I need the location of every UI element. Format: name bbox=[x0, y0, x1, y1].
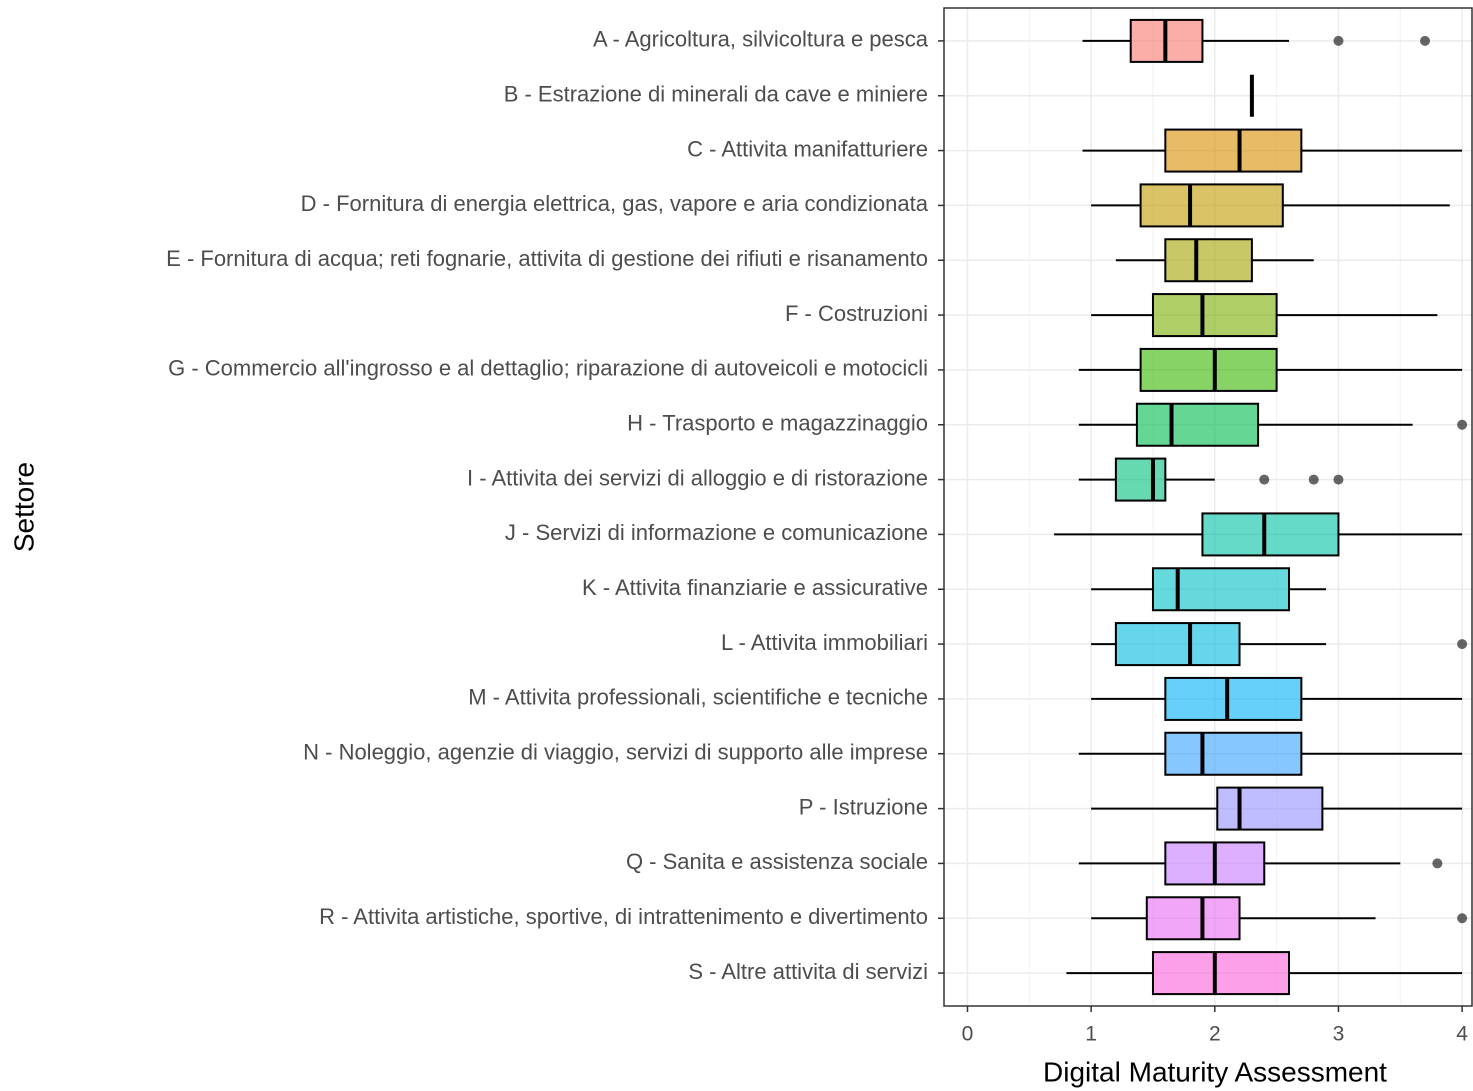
y-tick-label: E - Fornitura di acqua; reti fognarie, a… bbox=[166, 246, 928, 271]
y-tick-label: R - Attivita artistiche, sportive, di in… bbox=[319, 904, 928, 929]
outlier bbox=[1333, 474, 1344, 485]
x-tick-label: 1 bbox=[1085, 1023, 1097, 1046]
box bbox=[1164, 238, 1253, 283]
x-tick-label: 4 bbox=[1456, 1023, 1468, 1046]
y-tick-label: C - Attivita manifatturiere bbox=[687, 136, 928, 161]
y-tick-label: H - Trasporto e magazzinaggio bbox=[627, 411, 928, 436]
y-tick-label: S - Altre attivita di servizi bbox=[688, 959, 928, 984]
y-tick-label: Q - Sanita e assistenza sociale bbox=[626, 849, 928, 874]
y-tick-label: G - Commercio all'ingrosso e al dettagli… bbox=[168, 356, 928, 381]
outlier bbox=[1457, 419, 1468, 430]
x-tick-label: 0 bbox=[962, 1023, 974, 1046]
y-tick-label: A - Agricoltura, silvicoltura e pesca bbox=[593, 27, 929, 52]
x-tick-label: 3 bbox=[1333, 1023, 1345, 1046]
box bbox=[1151, 567, 1290, 612]
outlier bbox=[1432, 858, 1443, 869]
box bbox=[1114, 457, 1167, 502]
box bbox=[1216, 786, 1324, 831]
box bbox=[1145, 896, 1241, 941]
y-axis-title: Settore bbox=[8, 462, 39, 552]
y-tick-label: D - Fornitura di energia elettrica, gas,… bbox=[301, 191, 929, 216]
box bbox=[1164, 731, 1303, 776]
outlier bbox=[1308, 474, 1319, 485]
plot-border bbox=[943, 7, 1473, 1007]
box bbox=[1164, 676, 1303, 721]
y-tick-label: K - Attivita finanziarie e assicurative bbox=[582, 575, 928, 600]
box bbox=[1151, 951, 1290, 996]
outlier bbox=[1333, 35, 1344, 46]
y-tick-label: P - Istruzione bbox=[799, 794, 928, 819]
y-tick-label: N - Noleggio, agenzie di viaggio, serviz… bbox=[303, 740, 928, 765]
box bbox=[1139, 183, 1284, 228]
y-tick-label: M - Attivita professionali, scientifiche… bbox=[468, 685, 928, 710]
box bbox=[1151, 293, 1278, 338]
box bbox=[1114, 622, 1241, 667]
y-tick-label: I - Attivita dei servizi di alloggio e d… bbox=[467, 465, 928, 490]
box bbox=[1164, 128, 1303, 173]
y-tick-label: L - Attivita immobiliari bbox=[721, 630, 928, 655]
box bbox=[1135, 402, 1260, 447]
y-tick-label: J - Servizi di informazione e comunicazi… bbox=[505, 520, 928, 545]
box bbox=[1201, 512, 1340, 557]
outlier bbox=[1457, 639, 1468, 650]
outlier bbox=[1420, 35, 1431, 46]
y-tick-label: B - Estrazione di minerali da cave e min… bbox=[504, 82, 928, 107]
x-axis-title: Digital Maturity Assessment bbox=[1043, 1056, 1387, 1087]
x-tick-label: 2 bbox=[1209, 1023, 1221, 1046]
outlier bbox=[1457, 913, 1468, 924]
y-tick-label: F - Costruzioni bbox=[785, 301, 928, 326]
box bbox=[1139, 347, 1278, 392]
outlier bbox=[1259, 474, 1270, 485]
